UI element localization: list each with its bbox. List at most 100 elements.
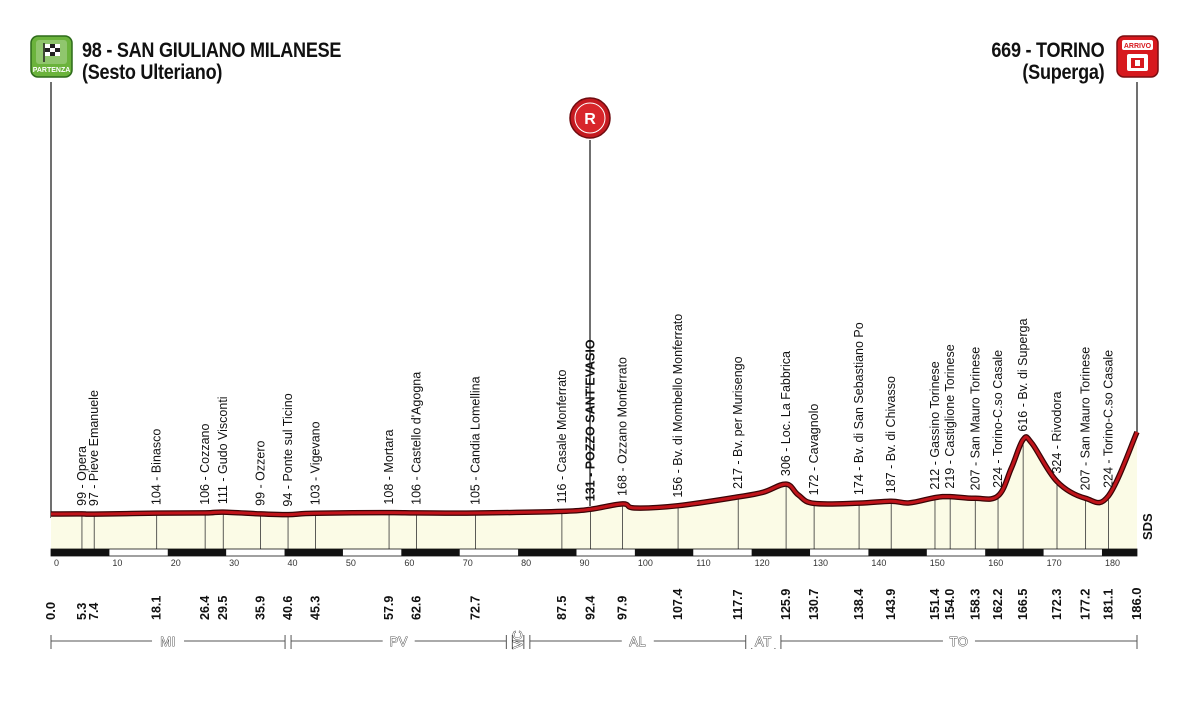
tick-label: 120 bbox=[755, 558, 770, 568]
km-label: 87.5 bbox=[555, 596, 569, 620]
km-label: 5.3 bbox=[75, 603, 89, 620]
km-label: 29.5 bbox=[216, 596, 230, 620]
km-label: 158.3 bbox=[968, 589, 982, 620]
tick-label: 170 bbox=[1047, 558, 1062, 568]
finish-title: 669 - TORINO bbox=[991, 39, 1104, 62]
location-label: 616 - Bv. di Superga bbox=[1016, 319, 1030, 432]
distance-tick-labels: 0 10 20 30 40 50 60 70 80 90 100 110 120 130 140 150 160… bbox=[54, 558, 1120, 568]
km-label: 62.6 bbox=[410, 596, 424, 620]
location-label: 174 - Bv. di San Sebastiano Po bbox=[852, 322, 866, 495]
location-label: 131 - POZZO SANT'EVASIO bbox=[583, 339, 597, 501]
scale-bar-segment bbox=[751, 549, 811, 556]
location-label: 99 - Opera bbox=[75, 446, 89, 506]
scale-bar-segment bbox=[868, 549, 927, 556]
tick-label: 100 bbox=[638, 558, 653, 568]
region-label: TO bbox=[950, 634, 969, 649]
location-label: 224 - Torino-C.so Casale bbox=[991, 350, 1005, 488]
location-label: 106 - Castello d'Agogna bbox=[410, 372, 424, 505]
km-label: 26.4 bbox=[198, 596, 212, 620]
km-label: 0.0 bbox=[43, 602, 58, 620]
km-labels: 0.0 5.37.4 18.1 26.4 29.5 35.9 40.6 45.3 57.9 62.… bbox=[43, 587, 1144, 620]
km-label: 35.9 bbox=[254, 596, 268, 620]
km-label: 45.3 bbox=[308, 596, 322, 620]
region-label: MI bbox=[160, 634, 175, 649]
location-label: 106 - Cozzano bbox=[198, 424, 212, 505]
tick-label: 20 bbox=[171, 558, 181, 568]
region-label-bg bbox=[621, 633, 654, 648]
km-label: 172.3 bbox=[1050, 589, 1064, 620]
scale-bar-segment bbox=[985, 549, 1044, 556]
province-brackets: MI PV VC AL AT TO bbox=[50, 630, 1138, 649]
region-label-bg bbox=[382, 633, 415, 648]
scale-bar-segment bbox=[518, 549, 577, 556]
km-label: 72.7 bbox=[468, 596, 482, 620]
tick-label: 130 bbox=[813, 558, 828, 568]
location-label: 207 - San Mauro Torinese bbox=[1079, 347, 1093, 491]
km-label: 57.9 bbox=[382, 596, 396, 620]
sds-logo: SDS bbox=[1140, 513, 1155, 540]
location-label: 172 - Cavagnolo bbox=[807, 404, 821, 496]
location-label: 168 - Ozzano Monferrato bbox=[616, 357, 630, 496]
km-label: 92.4 bbox=[583, 596, 597, 620]
tick-label: 60 bbox=[404, 558, 414, 568]
tick-label: 90 bbox=[579, 558, 589, 568]
location-label: 94 - Ponte sul Ticino bbox=[281, 393, 295, 506]
location-label: 156 - Bv. di Mombello Monferrato bbox=[671, 314, 685, 498]
tick-label: 180 bbox=[1105, 558, 1120, 568]
finish-badge: ARRIVO bbox=[1116, 35, 1159, 78]
location-label: 97 - Pieve Emanuele bbox=[87, 390, 101, 506]
region-label-bg bbox=[747, 633, 780, 648]
km-label: 107.4 bbox=[671, 589, 685, 620]
location-label: 306 - Loc. La Fabbrica bbox=[779, 351, 793, 476]
location-label: 99 - Ozzero bbox=[254, 441, 268, 506]
region-label-bg bbox=[942, 633, 975, 648]
refuel-badge-label: R bbox=[584, 111, 596, 128]
region-label-bg bbox=[152, 633, 185, 648]
km-label: 97.9 bbox=[616, 596, 630, 620]
location-label: 111 - Gudo Visconti bbox=[216, 396, 230, 504]
tick-label: 0 bbox=[54, 558, 59, 568]
tick-label: 160 bbox=[988, 558, 1003, 568]
location-label: 187 - Bv. di Chivasso bbox=[884, 376, 898, 493]
finish-location: 669 - TORINO (Superga) bbox=[991, 40, 1104, 84]
start-subtitle: (Sesto Ulteriano) bbox=[82, 61, 223, 84]
region-label: AL bbox=[629, 634, 646, 649]
start-location: 98 - SAN GIULIANO MILANESE (Sesto Ulteri… bbox=[82, 40, 341, 84]
elevation-line bbox=[50, 431, 1139, 517]
scale-bar-segment bbox=[284, 549, 343, 556]
location-label: 324 - Rivodora bbox=[1050, 392, 1064, 474]
scale-bar-segment bbox=[167, 549, 227, 556]
km-label: 151.4 bbox=[928, 589, 942, 620]
region-label: PV bbox=[390, 634, 408, 649]
location-label: 104 - Binasco bbox=[150, 429, 164, 505]
scale-bar-segment bbox=[1101, 549, 1137, 556]
location-label: 219 - Castiglione Torinese bbox=[943, 344, 957, 488]
location-label: 105 - Candia Lomellina bbox=[468, 376, 482, 505]
scale-bar-segment bbox=[634, 549, 694, 556]
km-label: 166.5 bbox=[1016, 589, 1030, 620]
location-label: 108 - Mortara bbox=[382, 429, 396, 504]
km-label: 138.4 bbox=[852, 589, 866, 620]
checkered-flag-icon bbox=[43, 43, 60, 62]
start-title: 98 - SAN GIULIANO MILANESE bbox=[82, 39, 342, 62]
start-badge: PARTENZA bbox=[30, 35, 73, 78]
km-label: 18.1 bbox=[150, 596, 164, 620]
km-label: 7.4 bbox=[87, 603, 101, 620]
scale-bar-segment bbox=[401, 549, 460, 556]
tick-label: 140 bbox=[871, 558, 886, 568]
scale-bar-segment bbox=[51, 549, 110, 556]
tick-label: 70 bbox=[463, 558, 473, 568]
elevation-area bbox=[51, 432, 1137, 549]
km-label: 143.9 bbox=[884, 589, 898, 620]
km-label: 125.9 bbox=[779, 589, 793, 620]
location-label: 103 - Vigevano bbox=[308, 421, 322, 505]
finish-gate-icon bbox=[1127, 54, 1148, 71]
location-label: 224 - Torino-C.so Casale bbox=[1101, 350, 1115, 488]
tick-label: 80 bbox=[521, 558, 531, 568]
refuel-badge: R bbox=[569, 97, 611, 139]
km-label: 162.2 bbox=[991, 589, 1005, 620]
location-label: 212 - Gassino Torinese bbox=[928, 361, 942, 489]
start-badge-label: PARTENZA bbox=[33, 67, 71, 74]
tick-label: 30 bbox=[229, 558, 239, 568]
